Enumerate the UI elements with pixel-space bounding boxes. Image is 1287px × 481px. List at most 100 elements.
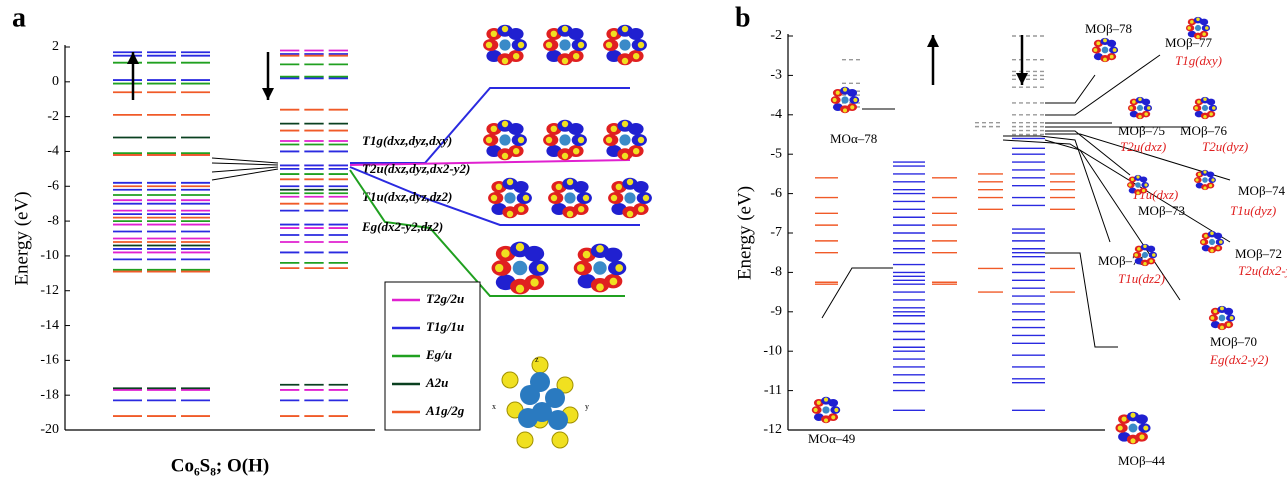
atom	[842, 108, 848, 113]
atom	[834, 407, 839, 413]
orbital-image	[488, 177, 532, 219]
atom	[842, 87, 848, 92]
atom	[499, 39, 511, 51]
y-tick-label: -18	[40, 387, 59, 402]
atom	[512, 260, 528, 276]
legend-label: T1g/1u	[426, 319, 464, 334]
atom	[621, 57, 629, 65]
atom	[621, 152, 629, 160]
atom	[1117, 425, 1123, 431]
atom	[504, 192, 516, 204]
cluster-axis-label: x	[492, 402, 496, 411]
legend-label: T2g/2u	[426, 291, 464, 306]
y-tick-label: -8	[770, 265, 782, 280]
y-tick-label: -12	[40, 283, 59, 298]
callout-line	[211, 168, 279, 181]
atom	[1220, 325, 1224, 330]
atom	[577, 41, 585, 49]
y-tick-label: -2	[47, 109, 59, 124]
atom	[850, 105, 855, 110]
atom	[615, 183, 622, 190]
atom	[626, 178, 634, 186]
atom	[550, 194, 558, 202]
atom	[638, 206, 645, 213]
legend-label: A1g/2g	[425, 403, 465, 418]
orbital-image	[1192, 96, 1218, 120]
atom	[495, 183, 502, 190]
atom	[1136, 175, 1140, 179]
orbital-symmetry-label: T2u(dxz,dyz,dx2-y2)	[362, 161, 470, 176]
atom	[831, 415, 836, 420]
atom	[1203, 170, 1207, 174]
orbital-label: MOβ–70	[1210, 334, 1257, 349]
atom	[609, 277, 618, 286]
y-tick-label: -6	[770, 186, 782, 201]
orbital-label: T1g(dxy)	[1175, 53, 1222, 68]
atom	[550, 30, 557, 37]
callout-line	[211, 166, 279, 173]
callout-line	[821, 267, 893, 319]
callout-line	[1045, 133, 1231, 181]
orbital-label: MOβ–78	[1085, 21, 1132, 36]
atom	[1143, 425, 1149, 431]
atom	[566, 210, 574, 218]
atom	[1142, 189, 1146, 193]
sulfur	[551, 431, 569, 449]
atom	[555, 183, 562, 190]
y-tick-label: -3	[770, 68, 782, 83]
atom	[536, 263, 545, 273]
y-tick-label: -20	[40, 422, 59, 437]
atom	[559, 134, 571, 146]
atom	[545, 41, 553, 49]
atom	[515, 284, 525, 293]
atom	[1201, 240, 1205, 244]
orbital-label: MOβ–44	[1118, 453, 1166, 468]
orbital-image	[1115, 411, 1151, 445]
atom	[1093, 48, 1098, 52]
spin-arrow-head	[127, 52, 139, 64]
cobalt	[545, 388, 565, 408]
atom	[1210, 231, 1214, 235]
atom	[1134, 253, 1138, 257]
orbital-symmetry-label: T1g(dxz,dyz,dxy)	[362, 133, 452, 148]
atom	[823, 418, 829, 423]
orbital-image	[830, 86, 860, 114]
atom	[1101, 46, 1109, 54]
callout-line	[350, 87, 630, 164]
callout-line	[1045, 130, 1131, 176]
y-tick-label: -10	[40, 248, 59, 263]
orbital-label: MOα–78	[830, 131, 877, 146]
sulfur	[556, 376, 574, 394]
atom	[513, 53, 520, 60]
atom	[1205, 26, 1209, 30]
atom	[1144, 112, 1148, 116]
atom	[1136, 104, 1144, 112]
atom	[1202, 32, 1206, 36]
atom	[1209, 184, 1213, 188]
atom	[517, 136, 525, 144]
atom	[832, 97, 837, 103]
y-tick-label: -4	[770, 107, 782, 122]
atom	[1197, 100, 1201, 104]
callout-line	[1002, 139, 1231, 243]
orbital-label: MOβ–72	[1235, 246, 1282, 261]
orbital-image	[1208, 305, 1236, 331]
orbital-label: Eg(dx2-y2)	[1209, 352, 1268, 367]
atom	[582, 250, 591, 259]
orbital-image	[573, 243, 627, 293]
orbital-label: MOβ–77	[1165, 35, 1213, 50]
atom	[1096, 41, 1101, 46]
y-tick-label: -16	[40, 353, 59, 368]
legend-label: A2u	[425, 375, 448, 390]
atom	[1194, 106, 1198, 110]
callout-line	[349, 169, 625, 297]
atom	[577, 136, 585, 144]
atom	[1128, 423, 1138, 433]
atom	[1138, 115, 1142, 119]
atom	[1139, 434, 1145, 440]
orbital-image	[603, 24, 647, 66]
atom	[1137, 247, 1141, 251]
sulfur	[501, 371, 519, 389]
